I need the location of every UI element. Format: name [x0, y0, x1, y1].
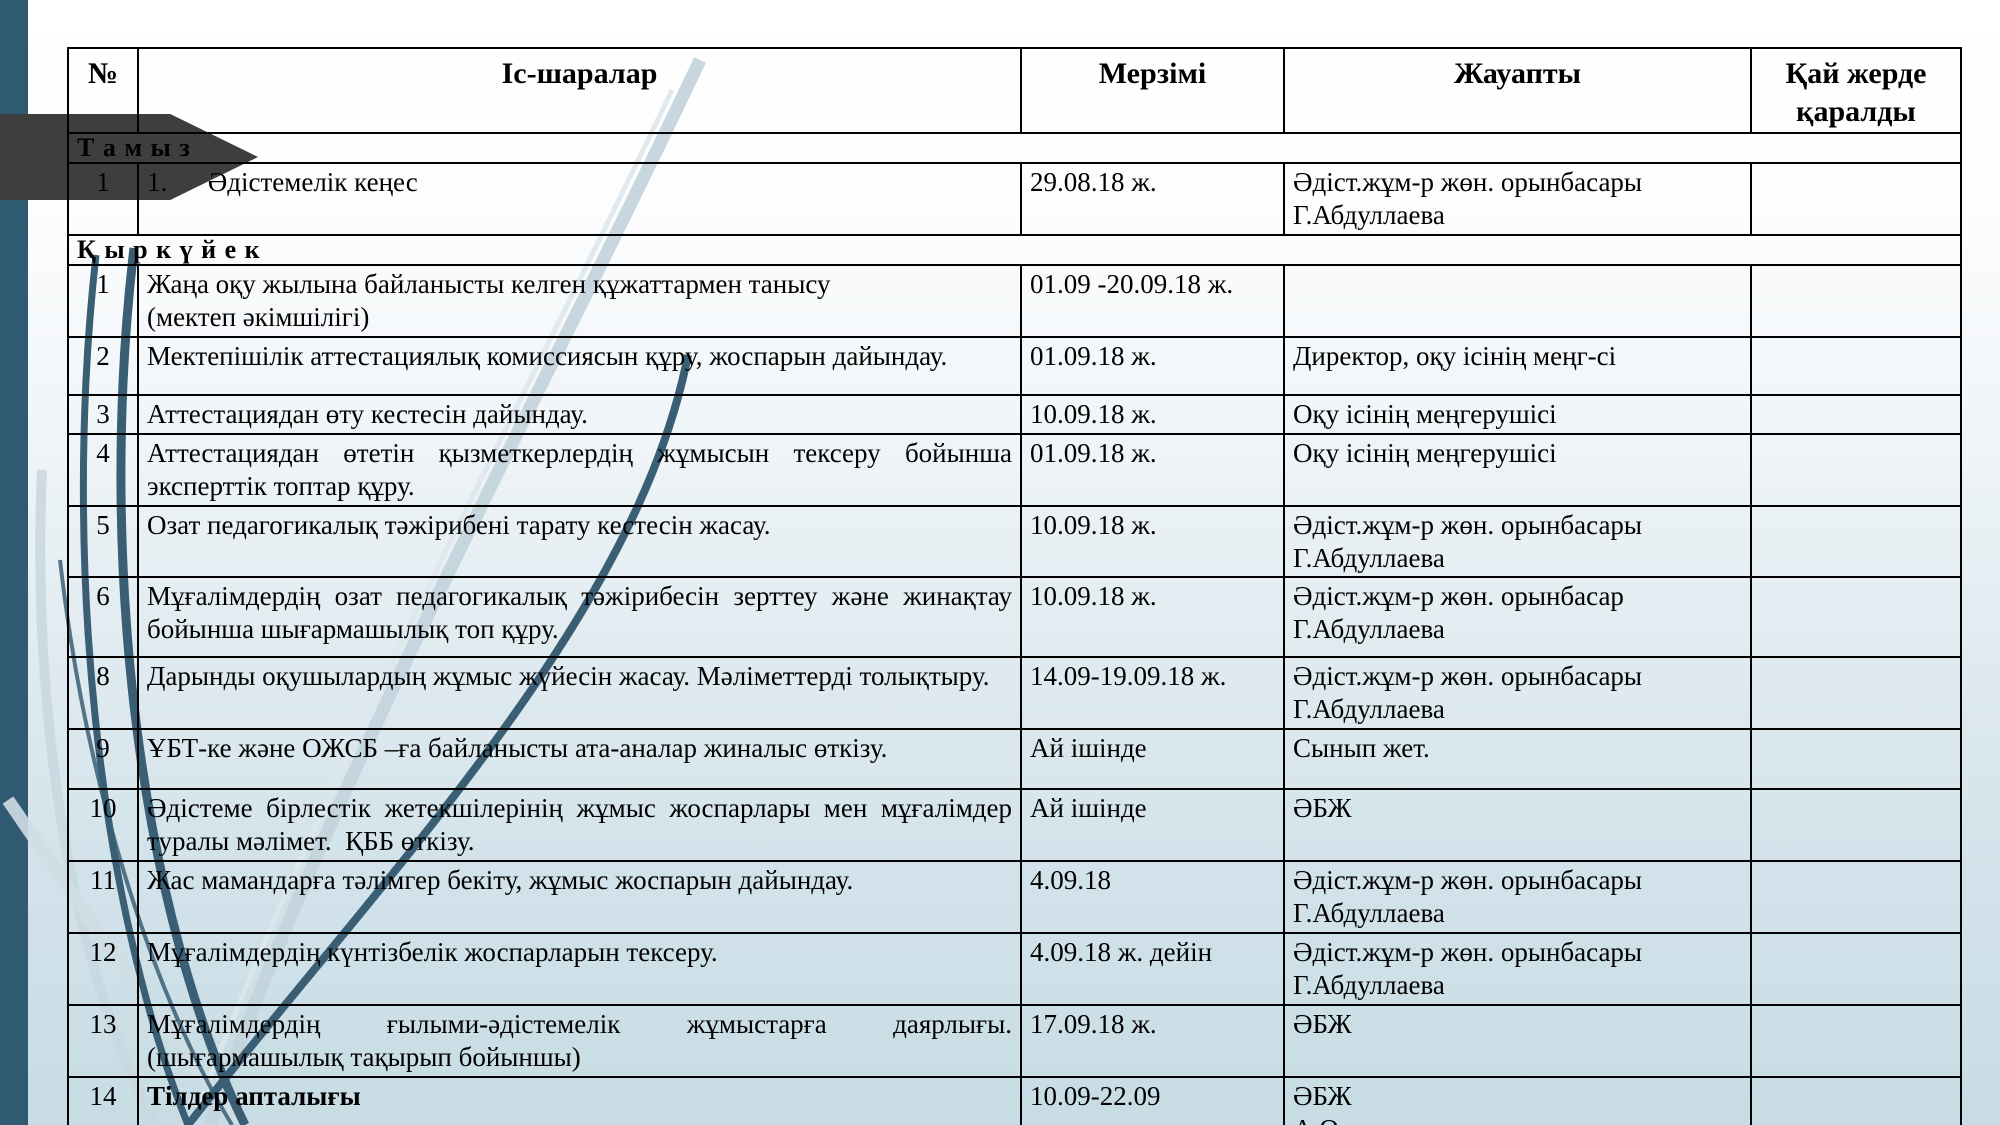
table-header: № Іс-шаралар Мерзімі Жауапты Қай жерде қарал… — [67, 47, 1962, 134]
activity-cell: 1. Әдістемелік кеңес — [137, 162, 1022, 236]
activity-cell: Мұғалімдердің ғылыми-әдістемелік жұмыста… — [137, 1003, 1022, 1078]
table-row: 10 Әдістеме бірлестік жетекшілерінің жұмы… — [67, 788, 1962, 863]
date-cell: 17.09.18 ж. — [1020, 1003, 1285, 1078]
plan-table-body: Т а м ы з 1 1. Әдістемелік кеңес 29.08.18 ж… — [67, 132, 1962, 1125]
table-row: 1 Жаңа оқу жылына байланысты келген құжат… — [67, 263, 1962, 338]
table-row: 12 Мұғалімдердің күнтізбелік жоспарларын … — [67, 932, 1962, 1006]
responsible-cell: Әдіст.жұм-р жөн. орынбасары Г.Абдуллаева — [1283, 860, 1752, 935]
responsible-cell: Әдіст.жұм-р жөн. орынбасары Г.Абдуллаева — [1283, 162, 1752, 236]
activity-cell: Жас мамандарға тәлімгер бекіту, жұмыс жо… — [137, 860, 1022, 935]
date-cell: Ай ішінде — [1020, 788, 1285, 863]
table-row: 1 1. Әдістемелік кеңес 29.08.18 ж. Әдіст.жұ… — [67, 162, 1962, 236]
responsible-cell: ӘБЖ — [1283, 1003, 1752, 1078]
responsible-cell: Әдіст.жұм-р жөн. орынбасар Г.Абдуллаева — [1283, 576, 1752, 659]
responsible-cell: ӘБЖ — [1283, 788, 1752, 863]
activity-cell: Озат педагогикалық тәжірибені тарату кес… — [137, 504, 1022, 579]
row-number-cell: 6 — [67, 576, 139, 659]
responsible-cell: Оқу ісінің меңгерушісі — [1283, 432, 1752, 507]
table-row: 11 Жас мамандарға тәлімгер бекіту, жұмыс … — [67, 860, 1962, 935]
section-row: Қ ы р к ү й е к — [67, 233, 1962, 266]
review-cell — [1750, 1075, 1962, 1125]
row-number-cell: 13 — [67, 1003, 139, 1078]
section-row: Т а м ы з — [67, 132, 1962, 164]
activity-cell: Тілдер апталығы — [137, 1075, 1022, 1125]
table-row: 6 Мұғалімдердің озат педагогикалық тәжіри… — [67, 576, 1962, 659]
responsible-cell: Әдіст.жұм-р жөн. орынбасары Г.Абдуллаева — [1283, 932, 1752, 1006]
col-header-where-reviewed: Қай жерде қаралды — [1750, 47, 1962, 134]
date-cell: 10.09.18 ж. — [1020, 576, 1285, 659]
row-number-cell: 12 — [67, 932, 139, 1006]
date-cell: 01.09.18 ж. — [1020, 335, 1285, 396]
row-number-cell: 11 — [67, 860, 139, 935]
review-cell — [1750, 788, 1962, 863]
section-label-cell: Т а м ы з — [67, 132, 1962, 164]
responsible-cell: Әдіст.жұм-р жөн. орынбасары Г.Абдуллаева — [1283, 504, 1752, 579]
table-row: 4 Аттестациядан өтетін қызметкерлердің жұ… — [67, 432, 1962, 507]
review-cell — [1750, 860, 1962, 935]
responsible-cell: Сынып жет. — [1283, 728, 1752, 791]
review-cell — [1750, 1003, 1962, 1078]
review-cell — [1750, 432, 1962, 507]
row-number-cell: 14 — [67, 1075, 139, 1125]
responsible-cell: Директор, оқу ісінің меңг-сі — [1283, 335, 1752, 396]
date-cell: Ай ішінде — [1020, 728, 1285, 791]
activity-cell: Әдістеме бірлестік жетекшілерінің жұмыс … — [137, 788, 1022, 863]
row-number-cell: 3 — [67, 393, 139, 435]
responsible-cell: Әдіст.жұм-р жөн. орынбасары Г.Абдуллаева — [1283, 656, 1752, 731]
review-cell — [1750, 335, 1962, 396]
row-number-cell: 1 — [67, 263, 139, 338]
col-header-date: Мерзімі — [1020, 47, 1285, 134]
date-cell: 10.09.18 ж. — [1020, 393, 1285, 435]
date-cell: 01.09.18 ж. — [1020, 432, 1285, 507]
activity-cell: Аттестациядан өтетін қызметкерлердің жұм… — [137, 432, 1022, 507]
table-row: 13 Мұғалімдердің ғылыми-әдістемелік жұмыс… — [67, 1003, 1962, 1078]
review-cell — [1750, 393, 1962, 435]
activity-cell: Аттестациядан өту кестесін дайындау. — [137, 393, 1022, 435]
responsible-cell — [1283, 263, 1752, 338]
work-plan-table: № Іс-шаралар Мерзімі Жауапты Қай жерде қарал… — [67, 47, 1962, 1125]
header-row: № Іс-шаралар Мерзімі Жауапты Қай жерде қарал… — [67, 47, 1962, 134]
review-cell — [1750, 656, 1962, 731]
row-number-cell: 8 — [67, 656, 139, 731]
col-header-num: № — [67, 47, 139, 134]
col-header-activities: Іс-шаралар — [137, 47, 1022, 134]
col-header-responsible: Жауапты — [1283, 47, 1752, 134]
row-number-cell: 9 — [67, 728, 139, 791]
table-row: 5 Озат педагогикалық тәжірибені тарату ке… — [67, 504, 1962, 579]
date-cell: 14.09-19.09.18 ж. — [1020, 656, 1285, 731]
review-cell — [1750, 576, 1962, 659]
date-cell: 4.09.18 — [1020, 860, 1285, 935]
date-cell: 01.09 -20.09.18 ж. — [1020, 263, 1285, 338]
date-cell: 10.09.18 ж. — [1020, 504, 1285, 579]
activity-cell: Мұғалімдердің озат педагогикалық тәжіриб… — [137, 576, 1022, 659]
activity-cell: Мұғалімдердің күнтізбелік жоспарларын те… — [137, 932, 1022, 1006]
review-cell — [1750, 263, 1962, 338]
review-cell — [1750, 728, 1962, 791]
row-number-cell: 2 — [67, 335, 139, 396]
table-row: 8 Дарынды оқушылардың жұмыс жүйесін жасау… — [67, 656, 1962, 731]
review-cell — [1750, 932, 1962, 1006]
table-row: 9 ҰБТ-ке және ОЖСБ –ға байланысты ата-ана… — [67, 728, 1962, 791]
activity-cell: Дарынды оқушылардың жұмыс жүйесін жасау.… — [137, 656, 1022, 731]
row-number-cell: 10 — [67, 788, 139, 863]
responsible-cell: Оқу ісінің меңгерушісі — [1283, 393, 1752, 435]
row-number-cell: 1 — [67, 162, 139, 236]
date-cell: 29.08.18 ж. — [1020, 162, 1285, 236]
activity-cell: ҰБТ-ке және ОЖСБ –ға байланысты ата-анал… — [137, 728, 1022, 791]
review-cell — [1750, 162, 1962, 236]
row-number-cell: 5 — [67, 504, 139, 579]
section-label-cell: Қ ы р к ү й е к — [67, 233, 1962, 266]
date-cell: 4.09.18 ж. дейін — [1020, 932, 1285, 1006]
table-row: 2 Мектепішілік аттестациялық комиссиясын … — [67, 335, 1962, 396]
row-number-cell: 4 — [67, 432, 139, 507]
activity-cell: Мектепішілік аттестациялық комиссиясын қ… — [137, 335, 1022, 396]
responsible-cell: ӘБЖ А.Омирова — [1283, 1075, 1752, 1125]
date-cell: 10.09-22.09 — [1020, 1075, 1285, 1125]
activity-cell: Жаңа оқу жылына байланысты келген құжатт… — [137, 263, 1022, 338]
table-row: 3 Аттестациядан өту кестесін дайындау. 10.… — [67, 393, 1962, 435]
review-cell — [1750, 504, 1962, 579]
